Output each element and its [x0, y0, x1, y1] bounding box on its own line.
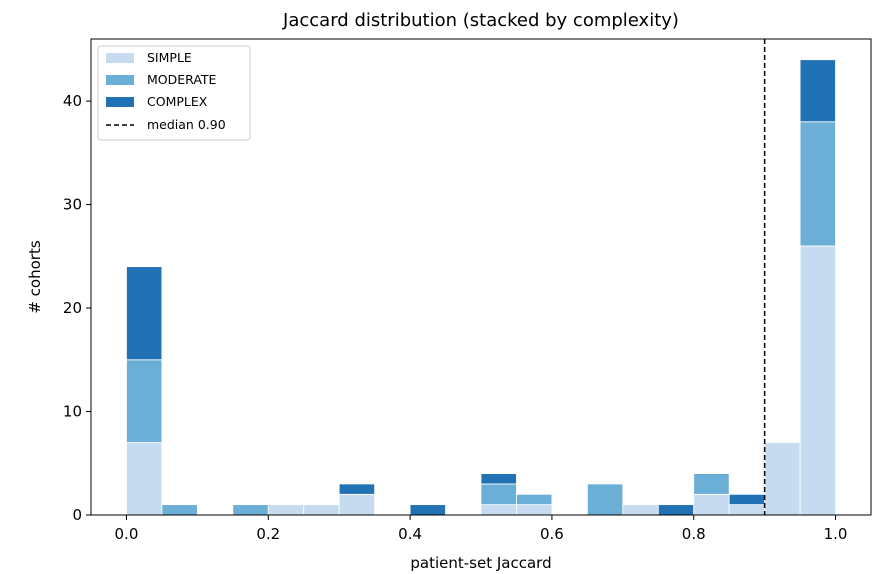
- x-tick-label: 0.6: [540, 525, 564, 543]
- bar-simple-bin-16: [693, 493, 730, 516]
- bar-simple-bin-4: [267, 504, 305, 516]
- bar-simple-bin-14: [622, 504, 659, 516]
- legend-box: [97, 45, 251, 141]
- y-tick-label: 30: [63, 196, 82, 214]
- x-tick-label: 0.4: [398, 525, 422, 543]
- bar-complex-bin-19: [799, 59, 836, 123]
- y-tick-label: 40: [63, 92, 82, 110]
- bar-moderate-bin-16: [693, 473, 730, 495]
- bar-moderate-bin-11: [516, 493, 553, 506]
- bar-simple-bin-6: [338, 493, 376, 516]
- bar-moderate-bin-13: [586, 483, 624, 516]
- bars-layer: [126, 59, 836, 516]
- bar-moderate-bin-3: [232, 504, 269, 516]
- x-tick-label: 0.8: [682, 525, 706, 543]
- y-axis-label: # cohorts: [26, 240, 44, 313]
- bar-complex-bin-8: [409, 504, 446, 516]
- bar-moderate-bin-0: [126, 359, 163, 443]
- legend: SIMPLE MODERATE COMPLEX median 0.90: [97, 45, 251, 141]
- legend-swatch-simple: [106, 53, 134, 63]
- bar-moderate-bin-10: [480, 483, 517, 506]
- legend-label-complex: COMPLEX: [147, 94, 208, 109]
- legend-label-moderate: MODERATE: [147, 72, 217, 87]
- bar-simple-bin-10: [480, 504, 517, 516]
- legend-label-simple: SIMPLE: [147, 50, 192, 65]
- bar-simple-bin-18: [764, 442, 801, 516]
- y-tick-label: 20: [63, 299, 82, 317]
- bar-moderate-bin-19: [799, 121, 836, 247]
- legend-swatch-complex: [106, 97, 134, 107]
- bar-simple-bin-19: [799, 245, 836, 516]
- bar-moderate-bin-1: [161, 504, 198, 516]
- y-axis-ticks: 0 10 20 30 40: [63, 92, 91, 524]
- bar-complex-bin-17: [728, 493, 766, 506]
- legend-label-median: median 0.90: [147, 117, 226, 132]
- plot-frame: [90, 38, 872, 516]
- x-tick-label: 0.0: [115, 525, 139, 543]
- x-axis-label: patient-set Jaccard: [410, 554, 551, 572]
- x-tick-label: 1.0: [824, 525, 848, 543]
- x-tick-label: 0.2: [256, 525, 280, 543]
- bar-simple-bin-17: [728, 504, 766, 516]
- bar-complex-bin-15: [657, 504, 695, 516]
- y-tick-label: 10: [63, 403, 82, 421]
- x-axis-ticks: 0.0 0.2 0.4 0.6 0.8 1.0: [115, 515, 848, 543]
- bar-simple-bin-0: [126, 442, 163, 516]
- bar-simple-bin-11: [516, 504, 553, 516]
- bar-complex-bin-6: [338, 483, 376, 495]
- bar-complex-bin-10: [480, 473, 517, 485]
- y-tick-label: 0: [72, 506, 82, 524]
- chart-title: Jaccard distribution (stacked by complex…: [282, 10, 679, 31]
- legend-swatch-moderate: [106, 75, 134, 85]
- bar-simple-bin-5: [303, 504, 340, 516]
- bar-complex-bin-0: [126, 266, 163, 361]
